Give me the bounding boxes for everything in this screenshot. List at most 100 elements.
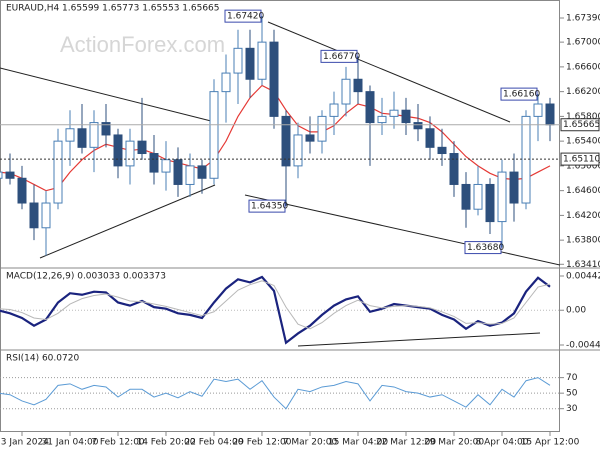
y-tick-label: 1.65400 [566, 137, 600, 147]
y-tick-label: 30 [566, 404, 578, 414]
trendlines [0, 21, 560, 266]
y-tick-label: 0.00 [566, 306, 586, 316]
y-tick-label: 1.67390 [566, 13, 600, 23]
annotation-label: 1.64350 [251, 202, 288, 212]
candle-body [149, 153, 159, 173]
y-tick-label: 1.63410 [566, 260, 600, 270]
annotation-box [248, 199, 286, 213]
candle-body [77, 128, 87, 148]
frame [0, 0, 560, 432]
x-tick-label: 14 Feb 20:00 [136, 438, 195, 448]
level-label: 1.65110 [563, 155, 600, 165]
x-tick-label: 31 Jan 04:00 [42, 438, 99, 448]
candle-body [53, 140, 63, 204]
x-tick-label: 22 Feb 04:00 [184, 438, 243, 448]
candle-body [101, 122, 111, 136]
candle-body [365, 91, 375, 124]
series-line [0, 280, 551, 330]
candle-body [113, 134, 123, 167]
annotation-box [320, 49, 358, 63]
y-tick-label: 1.66600 [566, 62, 600, 72]
y-tick-label: 1.63800 [566, 236, 600, 246]
candle-body [221, 72, 231, 93]
y-tick-label: 70 [566, 373, 578, 383]
candle-body [473, 183, 483, 210]
candle-body [233, 47, 243, 74]
y-tick-label: 1.66200 [566, 87, 600, 97]
candle-body [65, 128, 75, 142]
candle-body [305, 134, 315, 142]
series-line [0, 275, 551, 345]
candle-body [161, 159, 171, 173]
x-tick-label: 7 Mar 20:00 [283, 438, 338, 448]
candle-body [353, 78, 363, 93]
macd-trendline [297, 332, 541, 347]
annotation-label: 1.66160 [503, 90, 540, 100]
candle-body [497, 171, 507, 223]
price-box [560, 118, 600, 132]
x-tick-label: 29 Feb 12:00 [232, 438, 291, 448]
candle-body [377, 115, 387, 124]
annotation-box [224, 9, 262, 23]
rsi-title: RSI(14) 60.0720 [6, 354, 79, 364]
candle-body [509, 171, 519, 204]
series-line [0, 377, 551, 410]
candle-body [413, 122, 423, 130]
candle-body [281, 115, 291, 167]
candle-body [257, 41, 267, 80]
x-tick-label: 22 Mar 12:00 [376, 438, 436, 448]
x-tick-label: 23 Jan 2024 [0, 438, 49, 448]
y-tick-label: 50 [566, 389, 578, 399]
candle-body [401, 109, 411, 124]
macd-panel [0, 275, 560, 345]
y-tick-label: 1.65800 [566, 112, 600, 122]
candle-body [137, 140, 147, 155]
candle-body [173, 159, 183, 185]
candle-body [197, 165, 207, 179]
x-tick-label: 29 Mar 20:00 [424, 438, 484, 448]
y-tick-label: 0.004426 [566, 271, 600, 281]
candle-body [41, 202, 51, 229]
candle-body [245, 47, 255, 80]
chart-title: EURAUD,H4 1.65599 1.65773 1.65553 1.6566… [6, 4, 220, 14]
current-price-label: 1.65665 [563, 120, 600, 130]
y-tick-label: 1.65000 [566, 161, 600, 171]
candle-body [0, 171, 3, 179]
annotation-label: 1.67420 [227, 12, 264, 22]
annotation-box [464, 241, 502, 255]
y-tick-label: 1.67000 [566, 38, 600, 48]
candle-body [125, 140, 135, 167]
candle-body [5, 171, 15, 179]
candle-body [533, 103, 543, 117]
candle-body [485, 183, 495, 223]
watermark: ActionForex.com [60, 32, 225, 57]
price-panel [0, 16, 560, 256]
axes: 1.67390 1.67000 1.66600 1.66200 1.65800 1.654… [0, 9, 600, 448]
y-tick-label: -0.004493 [566, 340, 600, 350]
rsi-panel [0, 377, 560, 410]
candle-body [209, 91, 219, 179]
candle-body [17, 177, 27, 204]
candle-body [29, 202, 39, 229]
candle-body [317, 115, 327, 142]
candle-body [461, 183, 471, 210]
candle-body [437, 146, 447, 155]
x-tick-label: 7 Feb 12:00 [91, 438, 145, 448]
annotation-label: 1.63680 [467, 243, 504, 253]
candle-body [425, 128, 435, 148]
candle-body [389, 109, 399, 117]
x-tick-label: 8 Apr 04:00 [476, 438, 529, 448]
candle-body [185, 165, 195, 185]
annotation-label: 1.66770 [323, 52, 360, 62]
candle-body [89, 122, 99, 148]
y-tick-label: 1.64600 [566, 186, 600, 196]
candle-body [329, 103, 339, 117]
macd-title: MACD(12,26,9) 0.003033 0.003373 [6, 272, 166, 282]
y-tick-label: 1.64200 [566, 211, 600, 221]
candle-body [341, 78, 351, 105]
level-box [560, 152, 600, 166]
annotation-box [500, 87, 538, 101]
candle-body [293, 134, 303, 167]
x-tick-label: 15 Apr 12:00 [521, 438, 580, 448]
